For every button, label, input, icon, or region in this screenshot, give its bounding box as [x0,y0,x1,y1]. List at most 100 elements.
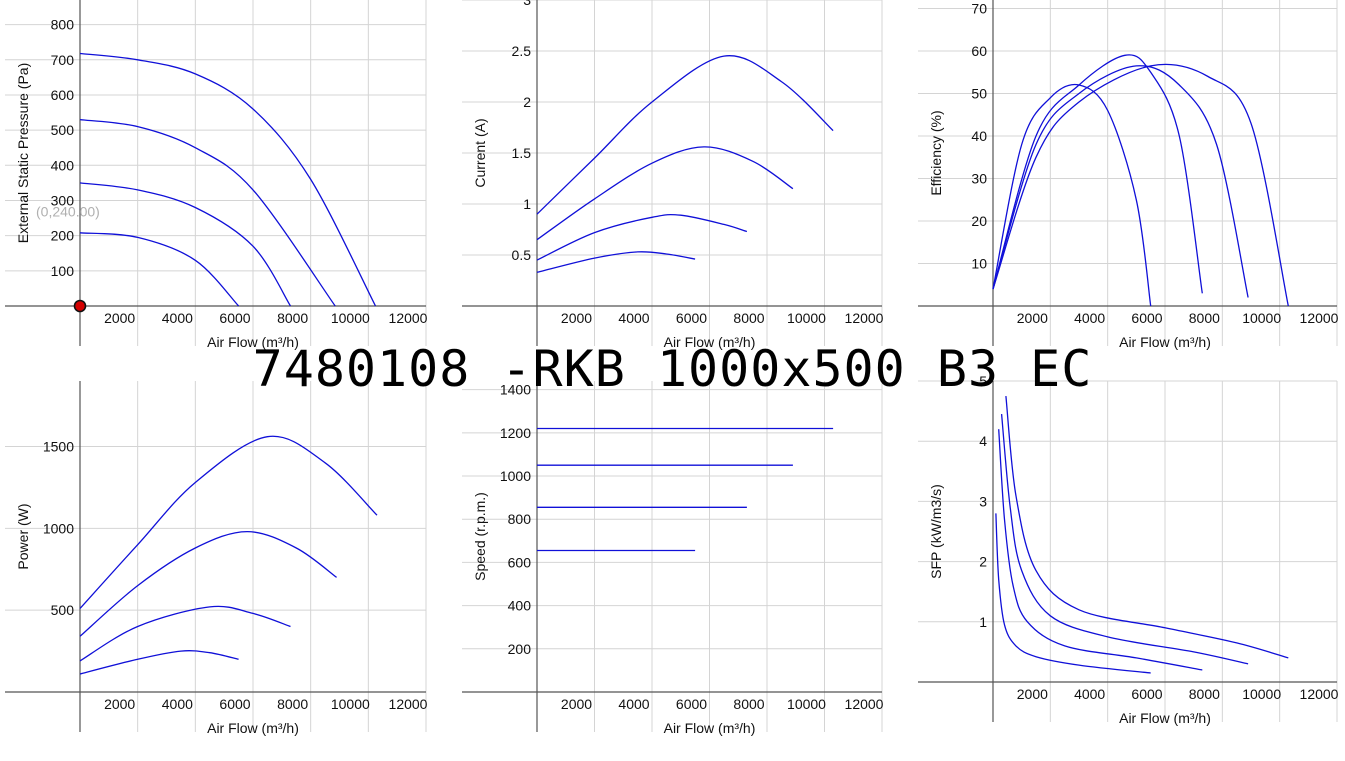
y-tick-label: 500 [51,122,75,138]
series-line [992,65,1249,298]
series-line [992,63,1289,307]
series-line [995,513,1151,674]
chart-panel-4: 2000 4000 6000 8000 10000 12000 500 1000 1500 [5,381,428,732]
chart-panel-6: 2000 4000 6000 8000 10000 12000 1 2 3 4 5 [918,373,1339,722]
y-tick-label: 1 [979,614,987,630]
series-line [79,118,336,307]
y-tick-label: 800 [508,511,532,527]
y-tick-label: 600 [508,554,532,570]
y-axis-label: Efficiency (%) [928,110,944,195]
x-axis-label: Air Flow (m³/h) [664,334,756,350]
y-tick-label: 1 [523,196,531,212]
y-tick-label: 100 [51,263,75,279]
y-tick-label: 1.5 [512,145,532,161]
x-tick-label: 10000 [1242,686,1281,702]
x-tick-label: 8000 [1189,686,1220,702]
series-line [79,650,239,675]
y-tick-label: 3 [523,0,531,8]
x-tick-label: 6000 [676,696,707,712]
x-tick-label: 2000 [1017,686,1048,702]
y-tick-label: 4 [979,433,987,449]
x-tick-label: 8000 [733,696,764,712]
x-axis-label: Air Flow (m³/h) [664,720,756,736]
y-tick-label: 1000 [43,520,74,536]
y-axis-label: Speed (r.p.m.) [472,492,488,581]
x-tick-label: 4000 [1074,310,1105,326]
y-tick-label: 400 [51,157,75,173]
series-line [79,435,378,609]
series-line [992,83,1152,307]
y-axis-label: External Static Pressure (Pa) [15,63,31,244]
x-tick-label: 12000 [389,696,428,712]
x-tick-label: 2000 [561,696,592,712]
x-tick-label: 10000 [1242,310,1281,326]
series-line [536,213,748,261]
x-tick-label: 12000 [845,696,884,712]
x-tick-label: 8000 [1189,310,1220,326]
x-tick-label: 6000 [1131,310,1162,326]
series-line [1005,396,1289,659]
x-tick-label: 2000 [1017,310,1048,326]
x-axis-label: Air Flow (m³/h) [1119,710,1211,726]
series-line [79,605,291,662]
y-axis-label: Power (W) [15,503,31,569]
x-tick-label: 2000 [104,696,135,712]
series-line [79,530,337,637]
y-tick-label: 300 [51,192,75,208]
y-tick-label: 40 [971,128,987,144]
x-tick-label: 12000 [389,310,428,326]
x-tick-label: 6000 [219,696,250,712]
chart-panel-2: 2000 4000 6000 8000 10000 12000 0.5 1 1.5 2 2.5 3 [462,0,884,346]
y-tick-label: 800 [51,17,75,33]
y-axis-label: SFP (kW/m3/s) [928,484,944,579]
series-line [536,251,696,273]
x-tick-label: 6000 [219,310,250,326]
y-tick-label: 500 [51,602,75,618]
y-tick-label: 5 [979,373,987,389]
y-tick-label: 2 [979,554,987,570]
y-tick-label: 1500 [43,438,74,454]
x-tick-label: 10000 [331,310,370,326]
x-axis-label: Air Flow (m³/h) [1119,334,1211,350]
x-axis-label: Air Flow (m³/h) [207,334,299,350]
chart-panel-5: 2000 4000 6000 8000 10000 12000 200 400 600 800 10… [462,381,884,732]
x-tick-label: 8000 [277,310,308,326]
y-tick-label: 20 [971,213,987,229]
operating-point-marker [73,299,87,313]
y-tick-label: 600 [51,87,75,103]
y-tick-label: 0.5 [512,247,532,263]
y-tick-label: 2 [523,94,531,110]
x-tick-label: 2000 [104,310,135,326]
x-tick-label: 4000 [618,310,649,326]
y-tick-label: 2.5 [512,43,532,59]
chart-panel-1: 2000 4000 6000 8000 10000 12000 100 200 300 400 50… [5,0,428,346]
x-tick-label: 10000 [331,696,370,712]
y-tick-label: 1200 [500,425,531,441]
series-line [536,146,794,241]
x-axis-label: Air Flow (m³/h) [207,720,299,736]
y-tick-label: 30 [971,171,987,187]
y-tick-label: 3 [979,493,987,509]
series-line [79,182,292,307]
series-line [998,429,1203,671]
series-line [536,55,834,215]
x-tick-label: 12000 [1300,686,1339,702]
x-tick-label: 10000 [787,310,826,326]
chart-panel-3: 2000 4000 6000 8000 10000 12000 10 20 30 40 50 60 70 [918,0,1339,346]
series-line [1000,414,1249,665]
y-tick-label: 10 [971,256,987,272]
x-tick-label: 10000 [787,696,826,712]
series-line [992,54,1203,294]
page-title: 7480108 -RKB 1000x500 B3 EC [252,340,1093,398]
x-tick-label: 4000 [162,696,193,712]
x-tick-label: 8000 [733,310,764,326]
y-tick-label: 50 [971,86,987,102]
x-tick-label: 6000 [1131,686,1162,702]
x-tick-label: 8000 [277,696,308,712]
x-tick-label: 4000 [162,310,193,326]
y-tick-label: 200 [51,228,75,244]
y-tick-label: 200 [508,641,532,657]
x-tick-label: 4000 [618,696,649,712]
y-tick-label: 70 [971,1,987,17]
